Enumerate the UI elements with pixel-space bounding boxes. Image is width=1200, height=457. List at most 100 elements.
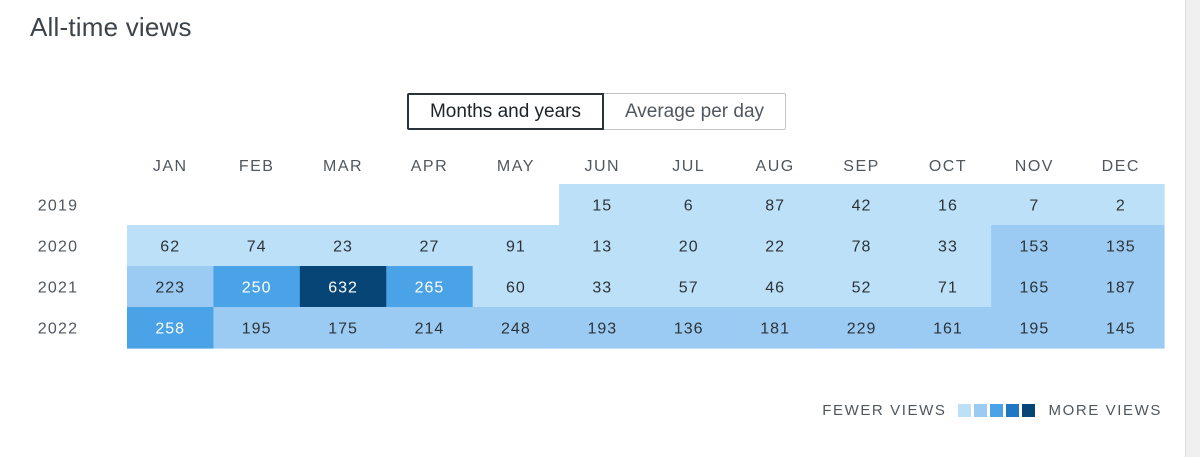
cell-value: 60 [506,280,526,297]
cell-value: 181 [760,321,790,338]
legend-high-label: MORE VIEWS [1048,402,1162,419]
heatmap-cell[interactable] [472,307,560,349]
cell-value: 91 [506,239,526,256]
heatmap-cell[interactable] [299,225,387,267]
cell-value: 23 [333,239,353,256]
column-label-nov: NOV [1015,158,1054,175]
cell-value: 258 [155,321,185,338]
heatmap-cell[interactable] [472,266,560,308]
cell-value: 15 [592,198,612,215]
heatmap-cell[interactable] [1077,307,1165,349]
heatmap-cell[interactable] [559,266,647,308]
heatmap-cell[interactable] [645,225,733,267]
cell-value: 195 [1020,321,1050,338]
legend-swatch-1 [958,404,972,417]
heatmap-cell[interactable] [559,225,647,267]
row-label-2022: 2022 [38,321,78,338]
cell-value: 161 [933,321,963,338]
heatmap-cell[interactable] [731,184,819,226]
heatmap-cell[interactable] [818,307,906,349]
heatmap-cell[interactable] [1077,184,1165,226]
average-per-day-button[interactable]: Average per day [604,93,786,130]
heatmap-cell[interactable] [299,266,387,308]
heatmap-cell[interactable] [386,225,474,267]
heatmap-cell[interactable] [731,225,819,267]
cell-value: 145 [1106,321,1136,338]
heatmap-cell[interactable] [645,184,733,226]
heatmap-cell[interactable] [559,184,647,226]
heatmap-cell[interactable] [991,184,1079,226]
heatmap-cell[interactable] [386,307,474,349]
heatmap-cell[interactable] [904,225,992,267]
heatmap-cell[interactable] [645,307,733,349]
heatmap-cell[interactable] [818,225,906,267]
column-label-jul: JUL [672,158,705,175]
heatmap-cell[interactable] [213,266,301,308]
heatmap-cell[interactable] [904,307,992,349]
cell-value: 136 [674,321,704,338]
cell-value: 175 [328,321,358,338]
heatmap-cell[interactable] [299,307,387,349]
heatmap-cell[interactable] [386,266,474,308]
heatmap-cell[interactable] [991,266,1079,308]
cell-value: 33 [592,280,612,297]
heatmap-cell[interactable] [1077,266,1165,308]
cell-value: 135 [1106,239,1136,256]
heatmap-cell[interactable] [818,266,906,308]
heatmap-cell[interactable] [904,266,992,308]
cell-value: 223 [155,280,185,297]
legend-swatch-5 [1022,404,1036,417]
row-label-2020: 2020 [38,239,78,256]
heatmap-cell[interactable] [818,184,906,226]
heatmap-cell[interactable] [472,225,560,267]
column-label-mar: MAR [323,158,363,175]
heatmap-cell[interactable] [1077,225,1165,267]
heatmap-cell[interactable] [991,307,1079,349]
cell-value: 27 [420,239,440,256]
cell-value: 248 [501,321,531,338]
heatmap-cell[interactable] [731,266,819,308]
cell-value: 42 [852,198,872,215]
heatmap-cell[interactable] [127,307,215,349]
legend-swatches [958,404,1038,417]
legend-swatch-2 [974,404,988,417]
cell-value: 33 [938,239,958,256]
heatmap-cell[interactable] [213,307,301,349]
scrollbar[interactable] [1185,0,1200,457]
cell-value: 195 [242,321,272,338]
cell-value: 632 [328,280,358,297]
row-label-2019: 2019 [38,198,78,215]
cell-value: 250 [242,280,272,297]
heatmap-cell[interactable] [213,225,301,267]
color-legend: FEWER VIEWS MORE VIEWS [822,402,1162,419]
cell-value: 20 [679,239,699,256]
heatmap-cell[interactable] [127,266,215,308]
cell-value: 6 [684,198,694,215]
row-label-2021: 2021 [38,280,78,297]
cell-value: 74 [247,239,267,256]
cell-value: 62 [160,239,180,256]
cell-value: 2 [1116,198,1126,215]
column-label-feb: FEB [239,158,275,175]
cell-value: 165 [1020,280,1050,297]
months-and-years-button[interactable]: Months and years [407,93,604,130]
cell-value: 214 [415,321,445,338]
cell-value: 7 [1029,198,1039,215]
cell-value: 57 [679,280,699,297]
heatmap-cell[interactable] [991,225,1079,267]
heatmap-cell[interactable] [731,307,819,349]
column-label-jan: JAN [153,158,188,175]
view-toggle: Months and years Average per day [407,93,786,130]
cell-value: 193 [587,321,617,338]
cell-value: 13 [592,239,612,256]
cell-value: 78 [852,239,872,256]
heatmap-cell[interactable] [645,266,733,308]
cell-value: 229 [847,321,877,338]
heatmap-cell[interactable] [127,225,215,267]
column-label-may: MAY [497,158,535,175]
column-label-dec: DEC [1102,158,1140,175]
legend-swatch-4 [1006,404,1020,417]
heatmap-cell[interactable] [559,307,647,349]
heatmap-cell[interactable] [904,184,992,226]
